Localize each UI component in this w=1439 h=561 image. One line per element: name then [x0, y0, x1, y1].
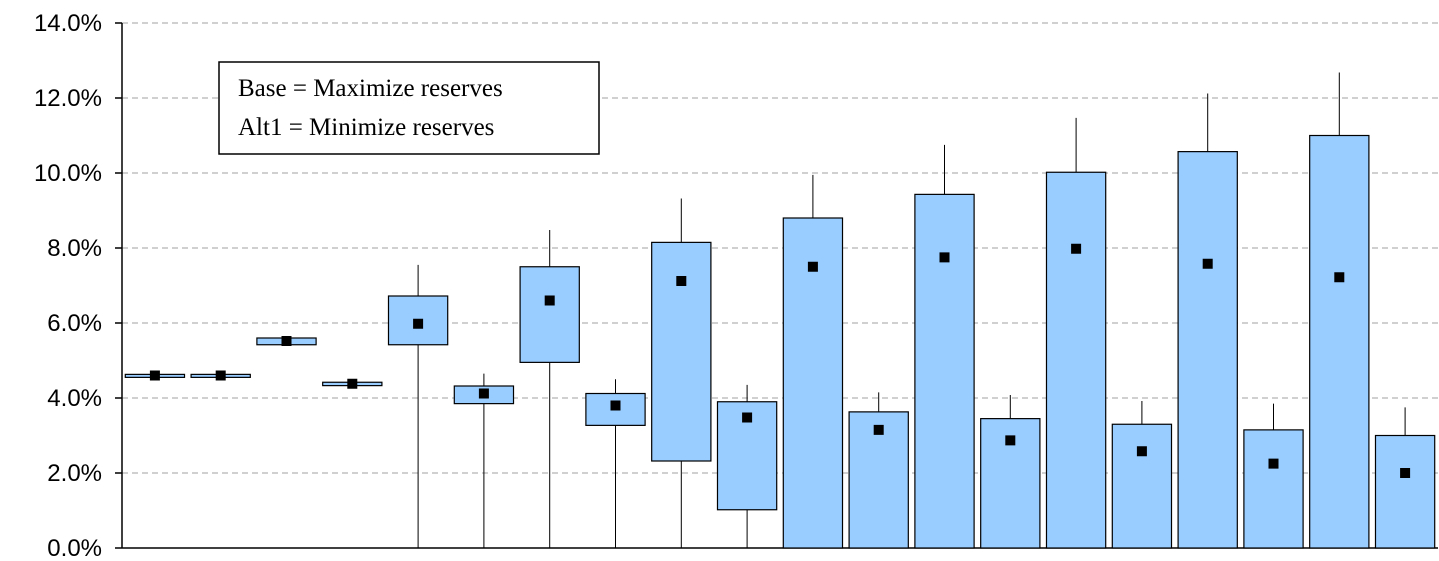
mean-marker — [1334, 272, 1345, 283]
mean-marker — [807, 261, 818, 272]
box-group — [453, 373, 515, 548]
mean-marker — [1400, 468, 1411, 478]
box-group — [1309, 72, 1370, 549]
box-group — [387, 264, 449, 548]
box-body — [1309, 134, 1370, 549]
y-tick-labels: 0.0% 2.0% 4.0% 6.0% 8.0% 10.0% 12.0% 14.0% — [34, 10, 102, 561]
box-body — [914, 193, 975, 549]
mean-marker — [478, 388, 489, 399]
box-group — [848, 392, 909, 549]
mean-marker — [281, 336, 292, 346]
legend-line-base: Base = Maximize reserves — [238, 75, 503, 102]
box-group — [190, 370, 251, 381]
y-tick-label: 2.0% — [47, 460, 102, 487]
legend: Base = Maximize reserves Alt1 = Minimize… — [218, 61, 600, 155]
box-group — [1374, 407, 1436, 549]
box-body — [782, 217, 844, 549]
box-body — [387, 295, 449, 346]
y-tick-label: 4.0% — [47, 385, 102, 412]
y-tick-label: 8.0% — [47, 235, 102, 262]
box-group — [1045, 117, 1107, 549]
mean-marker — [215, 370, 226, 381]
box-body — [1374, 434, 1436, 549]
box-body — [1045, 171, 1107, 549]
box-body — [1111, 423, 1173, 549]
mean-marker — [873, 424, 884, 435]
box-group — [914, 144, 975, 549]
box-body — [651, 241, 712, 462]
mean-marker — [544, 295, 555, 306]
legend-frame — [218, 61, 600, 155]
mean-marker — [347, 378, 358, 389]
boxes — [124, 72, 1436, 549]
box-group — [651, 198, 712, 548]
legend-line-alt1: Alt1 = Minimize reserves — [238, 114, 494, 141]
box-group — [716, 384, 778, 548]
mean-marker — [742, 412, 753, 423]
mean-marker — [1136, 446, 1147, 457]
box-group — [256, 336, 317, 346]
box-group — [1177, 93, 1238, 549]
y-tick-label: 0.0% — [47, 535, 102, 561]
mean-marker — [1268, 458, 1279, 469]
mean-marker — [676, 276, 687, 286]
mean-marker — [413, 318, 424, 329]
mean-marker — [149, 370, 160, 381]
box-group — [322, 378, 383, 389]
y-tick-label: 12.0% — [34, 85, 102, 112]
box-group — [1111, 401, 1173, 549]
mean-marker — [610, 400, 621, 411]
box-group — [1243, 403, 1304, 549]
mean-marker — [939, 252, 950, 263]
y-tick-label: 6.0% — [47, 310, 102, 337]
mean-marker — [1005, 435, 1016, 446]
box-group — [980, 395, 1041, 549]
box-group — [519, 230, 580, 548]
box-group — [782, 174, 844, 549]
box-group — [585, 379, 646, 548]
box-body — [519, 266, 580, 363]
y-tick-label: 14.0% — [34, 10, 102, 37]
mean-marker — [1071, 243, 1082, 254]
box-group — [124, 370, 186, 381]
box-body — [1177, 151, 1238, 549]
mean-marker — [1202, 258, 1213, 269]
box-body — [1243, 429, 1304, 549]
y-tick-label: 10.0% — [34, 160, 102, 187]
